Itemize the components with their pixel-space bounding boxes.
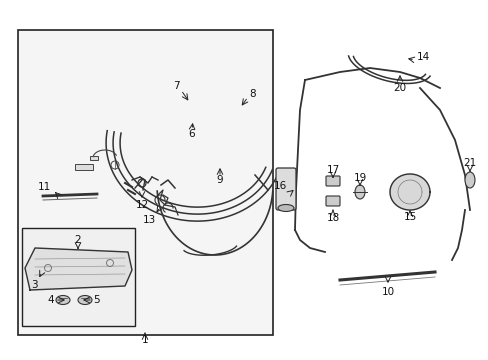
Ellipse shape xyxy=(354,185,364,199)
Text: 9: 9 xyxy=(216,175,223,185)
Polygon shape xyxy=(389,174,429,210)
Text: 11: 11 xyxy=(37,182,51,192)
Polygon shape xyxy=(25,248,132,290)
Text: 6: 6 xyxy=(188,129,195,139)
Text: 5: 5 xyxy=(94,295,100,305)
Text: 16: 16 xyxy=(273,181,286,191)
Text: 3: 3 xyxy=(31,280,37,290)
Text: 12: 12 xyxy=(135,200,148,210)
Text: 15: 15 xyxy=(403,212,416,222)
Text: 14: 14 xyxy=(415,52,429,62)
FancyBboxPatch shape xyxy=(325,196,339,206)
Text: 7: 7 xyxy=(172,81,179,91)
FancyBboxPatch shape xyxy=(275,168,295,210)
FancyBboxPatch shape xyxy=(325,176,339,186)
Text: 18: 18 xyxy=(325,213,339,223)
Ellipse shape xyxy=(278,204,293,211)
FancyBboxPatch shape xyxy=(75,164,93,170)
Text: 17: 17 xyxy=(325,165,339,175)
Text: 4: 4 xyxy=(48,295,54,305)
FancyBboxPatch shape xyxy=(90,156,98,160)
Ellipse shape xyxy=(464,172,474,188)
Text: 13: 13 xyxy=(142,215,155,225)
Text: 10: 10 xyxy=(381,287,394,297)
Text: 20: 20 xyxy=(393,83,406,93)
Bar xyxy=(22,228,135,326)
Ellipse shape xyxy=(56,296,70,305)
Text: 8: 8 xyxy=(249,89,256,99)
Text: 2: 2 xyxy=(75,235,81,245)
Text: 19: 19 xyxy=(353,173,366,183)
Text: 1: 1 xyxy=(142,335,148,345)
Ellipse shape xyxy=(78,296,92,305)
Bar xyxy=(18,30,272,335)
Text: 21: 21 xyxy=(463,158,476,168)
